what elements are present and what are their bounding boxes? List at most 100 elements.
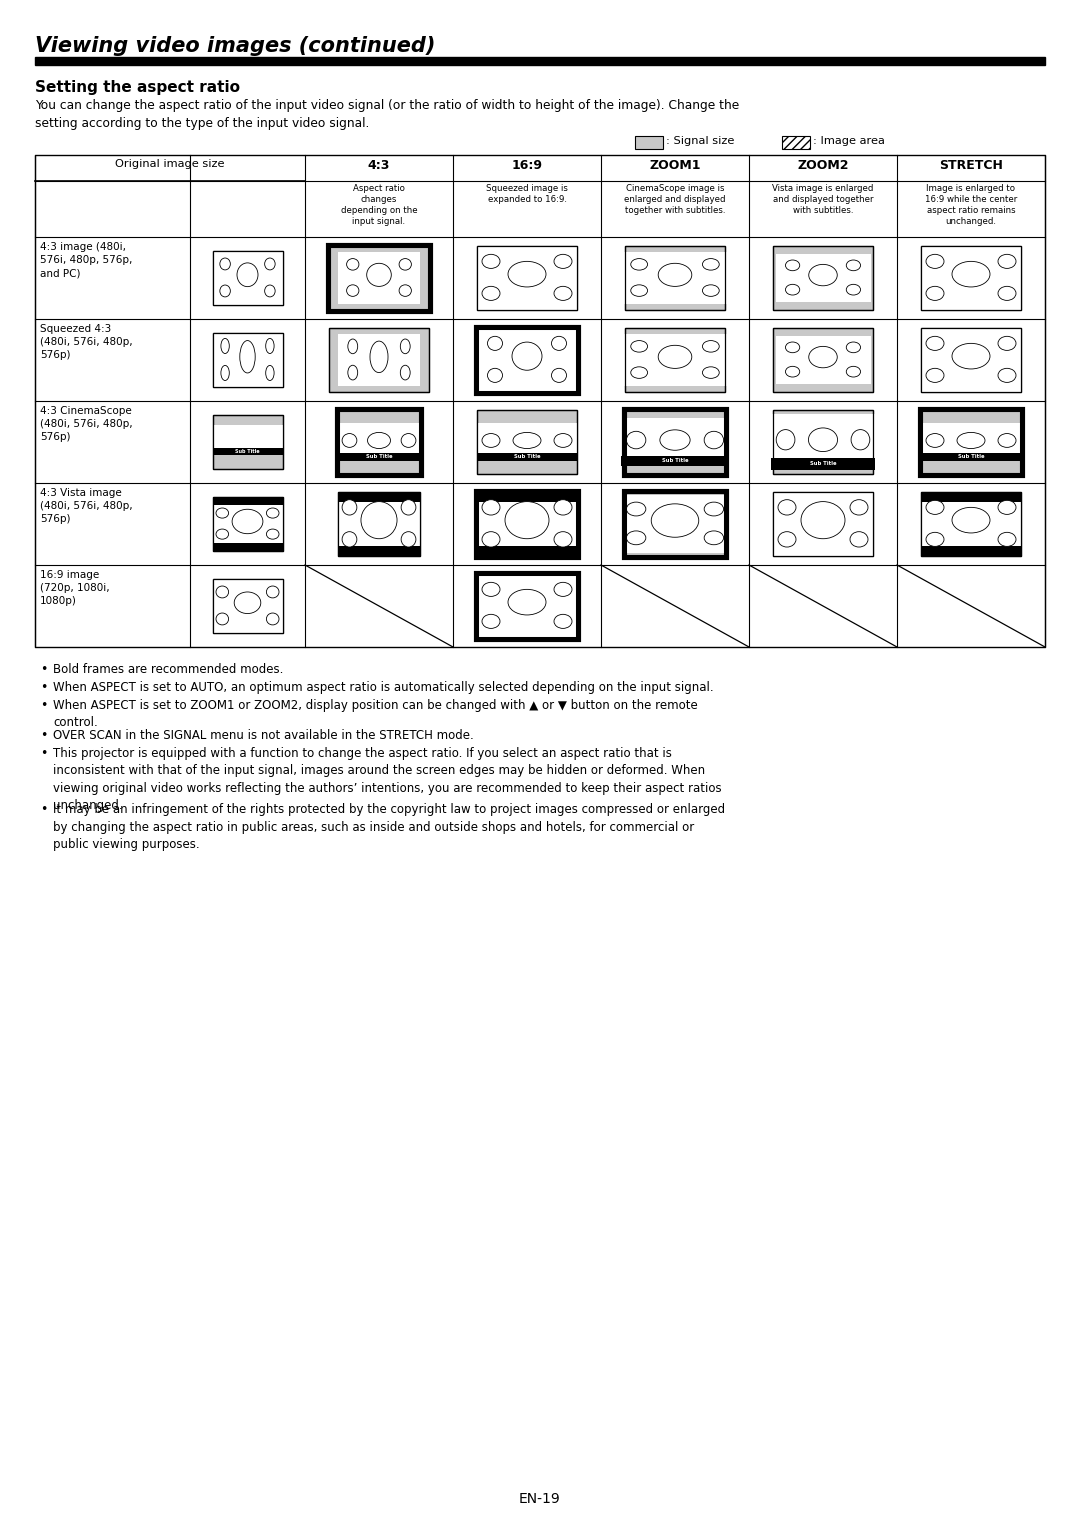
Bar: [921, 423, 1021, 461]
Ellipse shape: [361, 501, 397, 539]
Bar: [619, 333, 731, 387]
Bar: [621, 417, 729, 466]
Ellipse shape: [342, 500, 356, 515]
Bar: [338, 492, 420, 501]
Ellipse shape: [998, 434, 1016, 448]
Ellipse shape: [785, 367, 799, 377]
Bar: [773, 492, 873, 556]
Bar: [213, 416, 283, 469]
Ellipse shape: [704, 503, 724, 516]
Ellipse shape: [926, 254, 944, 269]
Bar: [213, 425, 283, 455]
Ellipse shape: [234, 591, 260, 614]
Ellipse shape: [266, 365, 274, 380]
Ellipse shape: [400, 284, 411, 296]
Ellipse shape: [778, 532, 796, 547]
Text: 16:9: 16:9: [512, 159, 542, 173]
Text: •: •: [40, 804, 48, 816]
Ellipse shape: [554, 286, 572, 301]
Ellipse shape: [951, 261, 990, 287]
Text: Squeezed 4:3
(480i, 576i, 480p,
576p): Squeezed 4:3 (480i, 576i, 480p, 576p): [40, 324, 133, 361]
Bar: [475, 490, 579, 558]
Ellipse shape: [998, 532, 1016, 547]
Bar: [213, 497, 283, 552]
Ellipse shape: [626, 530, 646, 545]
Bar: [921, 329, 1021, 393]
Ellipse shape: [342, 532, 356, 547]
Ellipse shape: [487, 368, 502, 382]
Ellipse shape: [951, 507, 990, 533]
Ellipse shape: [554, 254, 572, 269]
Ellipse shape: [367, 432, 391, 449]
Ellipse shape: [702, 284, 719, 296]
Ellipse shape: [482, 614, 500, 628]
Bar: [773, 246, 873, 310]
Ellipse shape: [778, 500, 796, 515]
Ellipse shape: [631, 258, 648, 270]
Bar: [775, 336, 870, 385]
Bar: [919, 408, 1023, 475]
Ellipse shape: [626, 503, 646, 516]
Text: 4:3 CinemaScope
(480i, 576i, 480p,
576p): 4:3 CinemaScope (480i, 576i, 480p, 576p): [40, 406, 133, 443]
Bar: [338, 333, 420, 387]
Bar: [213, 448, 283, 455]
Bar: [327, 244, 431, 312]
Ellipse shape: [809, 347, 837, 368]
Ellipse shape: [552, 336, 567, 350]
Bar: [921, 492, 1021, 556]
Bar: [337, 408, 421, 475]
Bar: [623, 408, 727, 475]
Text: 16:9 image
(720p, 1080i,
1080p): 16:9 image (720p, 1080i, 1080p): [40, 570, 110, 607]
Ellipse shape: [237, 263, 258, 287]
Ellipse shape: [401, 365, 410, 380]
Text: Vista image is enlarged
and displayed together
with subtitles.: Vista image is enlarged and displayed to…: [772, 183, 874, 215]
Bar: [477, 492, 577, 556]
Text: EN-19: EN-19: [519, 1491, 561, 1507]
Ellipse shape: [401, 500, 416, 515]
Text: •: •: [40, 747, 48, 759]
Ellipse shape: [847, 260, 861, 270]
Ellipse shape: [508, 261, 546, 287]
Ellipse shape: [367, 263, 391, 286]
Text: Bold frames are recommended modes.: Bold frames are recommended modes.: [53, 663, 283, 675]
Bar: [921, 492, 1021, 556]
Ellipse shape: [266, 338, 274, 353]
Ellipse shape: [216, 529, 229, 539]
Bar: [773, 410, 873, 474]
Text: Sub Title: Sub Title: [662, 458, 688, 463]
Ellipse shape: [482, 254, 500, 269]
Text: Squeezed image is
expanded to 16:9.: Squeezed image is expanded to 16:9.: [486, 183, 568, 205]
Ellipse shape: [401, 339, 410, 353]
Bar: [477, 575, 577, 639]
Bar: [477, 492, 577, 501]
Ellipse shape: [626, 431, 646, 449]
Text: 4:3 image (480i,
576i, 480p, 576p,
and PC): 4:3 image (480i, 576i, 480p, 576p, and P…: [40, 241, 133, 278]
Ellipse shape: [401, 434, 416, 448]
Text: Setting the aspect ratio: Setting the aspect ratio: [35, 79, 240, 95]
Ellipse shape: [512, 342, 542, 370]
Ellipse shape: [926, 434, 944, 448]
Ellipse shape: [401, 532, 416, 547]
Text: : Signal size: : Signal size: [666, 136, 734, 147]
Text: Viewing video images (continued): Viewing video images (continued): [35, 37, 435, 57]
Text: : Image area: : Image area: [813, 136, 885, 147]
Bar: [921, 329, 1021, 393]
Text: •: •: [40, 663, 48, 675]
Bar: [621, 455, 729, 466]
Ellipse shape: [850, 532, 868, 547]
Ellipse shape: [370, 341, 388, 373]
Bar: [477, 575, 577, 639]
Ellipse shape: [957, 432, 985, 449]
Ellipse shape: [926, 286, 944, 301]
Bar: [477, 329, 577, 393]
Bar: [773, 492, 873, 556]
Ellipse shape: [801, 501, 845, 539]
Bar: [213, 251, 283, 306]
Bar: [213, 251, 283, 306]
Ellipse shape: [482, 286, 500, 301]
Bar: [338, 410, 420, 474]
Bar: [771, 414, 875, 471]
Bar: [477, 329, 577, 393]
Bar: [329, 246, 429, 310]
Text: You can change the aspect ratio of the input video signal (or the ratio of width: You can change the aspect ratio of the i…: [35, 99, 739, 130]
